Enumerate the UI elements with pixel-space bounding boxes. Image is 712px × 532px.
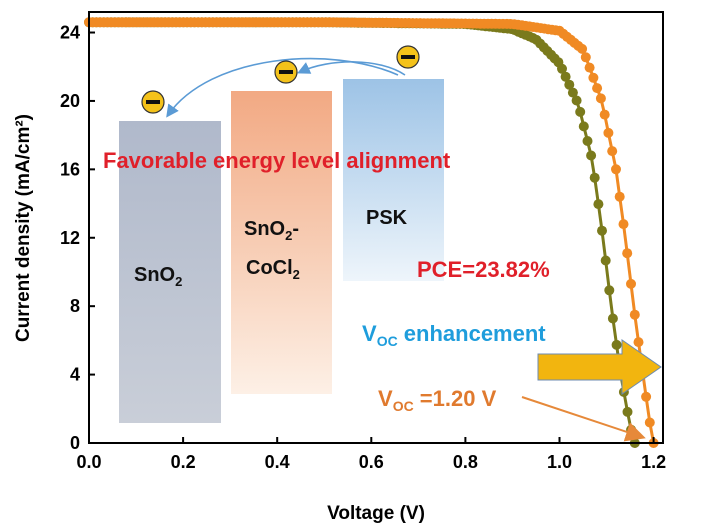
data-point — [575, 106, 586, 117]
data-point — [622, 406, 633, 417]
x-tick-label: 0.4 — [265, 452, 290, 472]
alignment-annotation: Favorable energy level alignment — [103, 148, 451, 173]
data-point — [571, 95, 582, 106]
plot-frame — [88, 11, 664, 444]
data-point — [599, 109, 610, 120]
data-point — [557, 63, 567, 74]
voc-value-annotation: VOC =1.20 V — [378, 386, 497, 414]
data-point — [629, 309, 640, 320]
data-point — [641, 391, 652, 402]
data-point — [633, 337, 644, 348]
data-point — [618, 219, 629, 230]
series-layer — [84, 17, 659, 448]
y-tick-label: 20 — [60, 91, 80, 111]
data-point — [600, 255, 611, 266]
data-point — [580, 52, 591, 63]
data-point — [611, 339, 622, 350]
y-tick-label: 16 — [60, 159, 80, 179]
transfer-arrow-psk-to-interlayer — [297, 61, 406, 76]
voc-enhancement-arrow — [537, 339, 662, 395]
x-tick-label: 0.6 — [359, 452, 384, 472]
snO2-cocl2-block — [231, 91, 332, 394]
snO2-block — [119, 121, 221, 423]
x-axis: 0.0 0.2 0.4 0.6 0.8 1.0 1.2 — [76, 437, 666, 472]
psk-label: PSK — [366, 207, 408, 229]
data-point — [597, 225, 607, 236]
data-point — [586, 150, 597, 161]
y-tick-label: 12 — [60, 228, 80, 248]
data-point — [577, 43, 588, 54]
voc-enhancement-annotation: VOC enhancement — [362, 321, 546, 349]
voc-pointer-arrow — [521, 396, 646, 442]
y-tick-label: 24 — [60, 23, 80, 43]
data-point — [611, 164, 621, 175]
y-tick-label: 0 — [70, 433, 80, 453]
data-point — [626, 278, 636, 289]
data-point — [578, 121, 589, 132]
series-2 — [84, 17, 659, 448]
x-axis-title: Voltage (V) — [327, 503, 425, 524]
x-tick-label: 0.2 — [171, 452, 196, 472]
data-point — [582, 136, 593, 146]
y-axis: 0 4 8 12 16 20 24 — [60, 23, 95, 453]
data-point — [588, 72, 599, 83]
data-point — [644, 417, 655, 428]
electron-icon — [274, 60, 298, 84]
transfer-arrow-psk-to-sno2 — [166, 57, 399, 118]
data-point — [603, 127, 614, 138]
y-tick-label: 4 — [70, 365, 80, 385]
y-axis-title: Current density (mA/cm²) — [13, 114, 34, 342]
data-point — [592, 83, 603, 94]
x-tick-label: 0.0 — [76, 452, 101, 472]
data-point — [607, 313, 618, 324]
snO2-label: SnO2 — [134, 264, 182, 289]
data-point — [614, 191, 625, 202]
data-point — [589, 172, 600, 183]
electron-icon — [396, 45, 420, 69]
snO2-cocl2-label-line2: CoCl2 — [246, 257, 300, 282]
data-point — [607, 146, 618, 157]
x-tick-label: 0.8 — [453, 452, 478, 472]
x-tick-label: 1.0 — [547, 452, 572, 472]
x-tick-label: 1.2 — [641, 452, 666, 472]
data-point — [560, 71, 571, 82]
data-point — [593, 199, 604, 210]
y-tick-label: 8 — [70, 296, 80, 316]
data-point — [595, 93, 606, 104]
electron-icon — [141, 90, 165, 114]
pce-annotation: PCE=23.82% — [417, 257, 550, 282]
data-point — [567, 87, 578, 98]
psk-block — [343, 79, 444, 281]
data-point — [622, 248, 633, 259]
data-point — [564, 79, 575, 90]
data-point — [604, 285, 615, 296]
data-point — [584, 62, 595, 73]
